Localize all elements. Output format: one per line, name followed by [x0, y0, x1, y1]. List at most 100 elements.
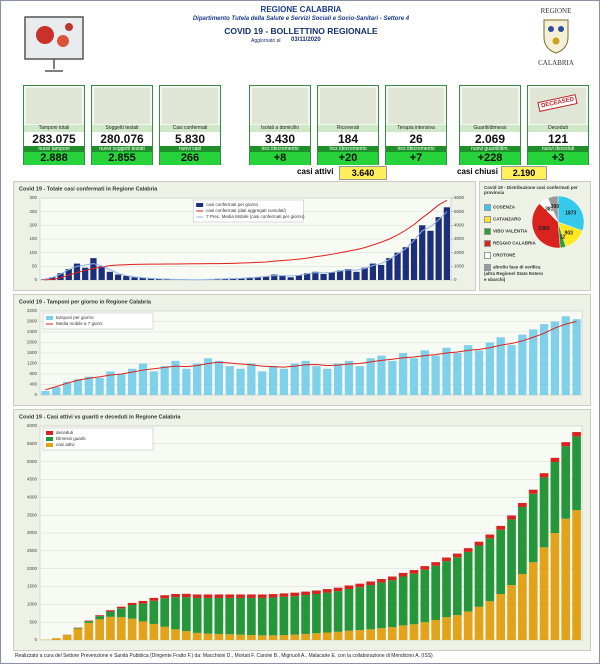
- y-tick-label: 0: [34, 392, 37, 397]
- bar-segment: [236, 634, 245, 640]
- legend-label: altro/in fase di verifica (altra Regione…: [484, 264, 544, 282]
- department: Dipartimento Tutela della Salute e Servi…: [192, 16, 410, 22]
- legend-swatch: [46, 437, 53, 441]
- bar-segment: [290, 592, 300, 597]
- bar: [394, 252, 401, 280]
- bar: [171, 360, 180, 395]
- tile-value: 283.075: [24, 132, 84, 146]
- bar-segment: [539, 547, 549, 640]
- y2-tick-label: 2000: [454, 250, 465, 255]
- bar: [238, 278, 245, 280]
- y-tick-label: 3000: [27, 530, 38, 535]
- bar: [156, 278, 163, 280]
- bar-segment: [366, 585, 375, 630]
- y-tick-label: 1200: [27, 361, 38, 366]
- bar: [139, 277, 146, 280]
- bar-segment: [127, 605, 137, 619]
- bar: [496, 337, 505, 395]
- bar-segment: [279, 635, 289, 640]
- tile-sublabel: Incr./decremento: [386, 146, 446, 152]
- y-tick-label: 2000: [27, 566, 38, 571]
- bar: [138, 363, 148, 395]
- bar-segment: [95, 616, 104, 620]
- bar: [431, 355, 440, 395]
- bar-segment: [257, 635, 267, 640]
- bar-segment: [116, 606, 126, 609]
- y-tick-label: 50: [32, 264, 38, 269]
- bar: [388, 360, 397, 395]
- tile-value: 3.430: [250, 132, 310, 146]
- tile-label: Soggetti testati: [92, 125, 152, 132]
- bar-segment: [171, 593, 180, 598]
- bar: [52, 387, 61, 395]
- bar: [427, 230, 434, 280]
- y-tick-label: 3200: [27, 308, 38, 313]
- bar-segment: [84, 620, 94, 622]
- bar-segment: [474, 541, 484, 546]
- bar: [443, 207, 451, 280]
- bar-segment: [409, 570, 419, 574]
- bar-segment: [149, 623, 159, 640]
- tile-value: 5.830: [160, 132, 220, 146]
- y-tick-label: 3500: [27, 512, 38, 517]
- bar-segment: [377, 628, 386, 640]
- bar-segment: [322, 592, 332, 633]
- y-tick-label: 4500: [27, 477, 38, 482]
- bar: [225, 366, 234, 395]
- bar: [214, 360, 223, 395]
- pie-slice: [557, 195, 585, 232]
- bar-segment: [561, 446, 571, 519]
- y-tick-label: 150: [29, 236, 37, 241]
- legend-swatch: [484, 216, 491, 223]
- legend-label: casi confermati per giorno: [206, 202, 258, 207]
- logo-top: REGIONE: [540, 7, 572, 15]
- bar: [268, 366, 278, 395]
- bar: [328, 272, 335, 280]
- bar-segment: [225, 597, 235, 635]
- bar: [464, 345, 473, 395]
- chart-title: Covid 19 - Casi attivi vs guariti e dece…: [19, 414, 181, 420]
- bar-segment: [344, 585, 354, 589]
- region-name: REGIONE CALABRIA: [260, 5, 342, 14]
- bar-segment: [463, 611, 473, 640]
- bar: [312, 271, 319, 280]
- tile-sublabel: nuovi tamponi: [24, 146, 84, 152]
- kpi-tile: Tamponi totali 283.075 nuovi tamponi 2.888: [23, 85, 85, 165]
- bar-segment: [420, 569, 430, 623]
- bar: [262, 276, 270, 280]
- legend-entry: COSENZA: [484, 204, 544, 211]
- bar-segment: [279, 593, 289, 597]
- bar-segment: [192, 632, 202, 640]
- y2-tick-label: 5000: [454, 209, 465, 214]
- bar: [114, 274, 122, 280]
- y-tick-label: 1600: [27, 350, 38, 355]
- bar-segment: [225, 594, 235, 598]
- y-tick-label: 400: [29, 382, 37, 387]
- tile-delta: +7: [386, 152, 446, 165]
- bar-segment: [138, 600, 148, 604]
- bar-segment: [333, 587, 343, 592]
- bar: [419, 225, 426, 280]
- bar-segment: [84, 621, 94, 623]
- y-tick-label: 0: [34, 637, 37, 642]
- bar-segment: [84, 622, 94, 640]
- slice-label: 381: [545, 206, 554, 212]
- virus-graphic: [24, 16, 84, 72]
- tile-sublabel: nuovi soggetti testati: [92, 146, 152, 152]
- bar-segment: [247, 597, 256, 636]
- kpi-tile: Casi confermati 5.830 nuovi casi 266: [159, 85, 221, 165]
- y-tick-label: 2400: [27, 329, 38, 334]
- bar-segment: [138, 603, 148, 622]
- bar-segment: [355, 630, 365, 640]
- bar: [355, 366, 364, 395]
- bar: [301, 360, 310, 395]
- y-tick-label: 5000: [27, 459, 38, 464]
- bar: [246, 277, 253, 280]
- tile-label: Deceduti: [528, 125, 588, 132]
- bar-segment: [116, 617, 126, 640]
- bar-segment: [398, 625, 408, 640]
- bar: [442, 347, 451, 395]
- bar-segment: [312, 590, 321, 594]
- bar-segment: [171, 629, 180, 640]
- bar: [84, 376, 93, 395]
